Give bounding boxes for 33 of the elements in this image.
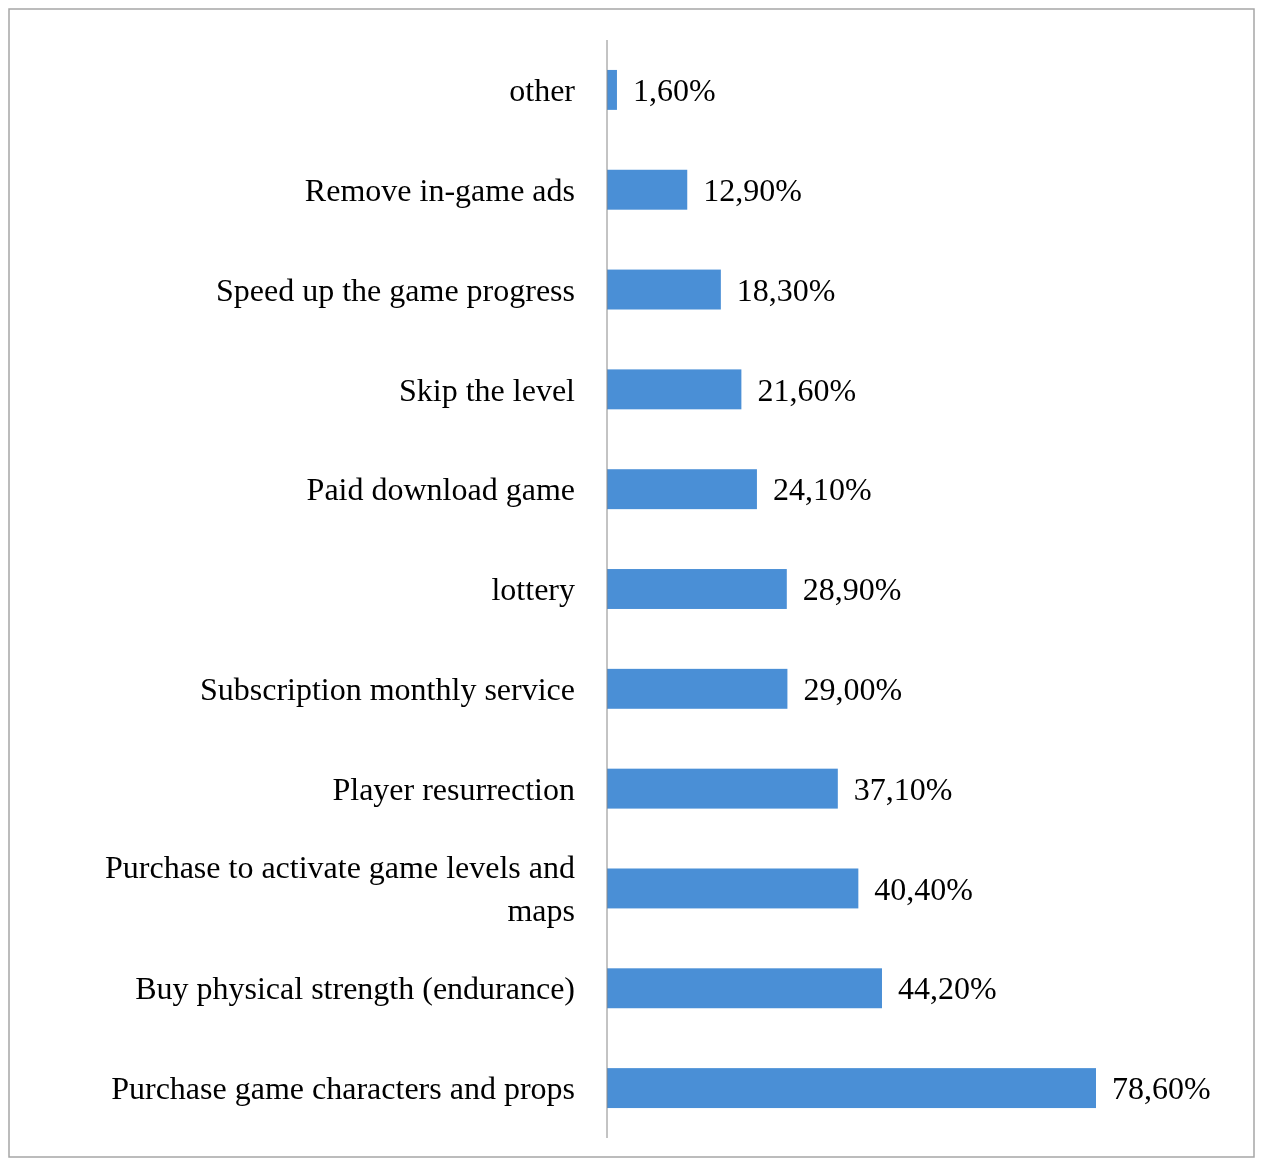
y-tick-label: other — [509, 72, 576, 109]
bar — [607, 369, 742, 410]
data-label: 24,10% — [772, 471, 872, 508]
bar — [607, 668, 788, 709]
data-label: 78,60% — [1112, 1070, 1211, 1107]
data-label: 44,20% — [897, 970, 997, 1007]
y-tick-label: Purchase game characters and props — [111, 1070, 575, 1107]
y-tick-label: Speed up the game progress — [215, 271, 575, 308]
bar — [607, 768, 838, 809]
bar — [607, 569, 787, 609]
data-label: 1,60% — [632, 72, 716, 109]
y-tick-label: Skip the level — [399, 371, 576, 408]
bar — [607, 469, 757, 510]
data-label: 29,00% — [803, 671, 903, 708]
y-tick-label: Player resurrection — [332, 770, 575, 807]
y-tick-label: Buy physical strength (endurance) — [135, 970, 575, 1007]
y-tick-label: Paid download game — [306, 471, 575, 508]
bar — [607, 968, 882, 1009]
y-tick-label: Remove in-game ads — [304, 171, 575, 208]
data-label: 28,90% — [802, 571, 902, 608]
y-tick-label: Subscription monthly service — [199, 671, 575, 708]
data-label: 37,10% — [853, 770, 953, 807]
y-tick-label: lottery — [491, 571, 575, 608]
bar — [607, 69, 617, 110]
bar — [607, 269, 721, 310]
bar — [607, 169, 688, 210]
data-label: 12,90% — [703, 171, 802, 208]
bar — [607, 868, 859, 909]
data-label: 18,30% — [736, 271, 836, 308]
bar — [607, 1068, 1096, 1109]
data-label: 21,60% — [757, 371, 857, 408]
y-tick-label: Purchase to activate game levels and maps — [104, 849, 575, 929]
data-label: 40,40% — [874, 870, 973, 907]
